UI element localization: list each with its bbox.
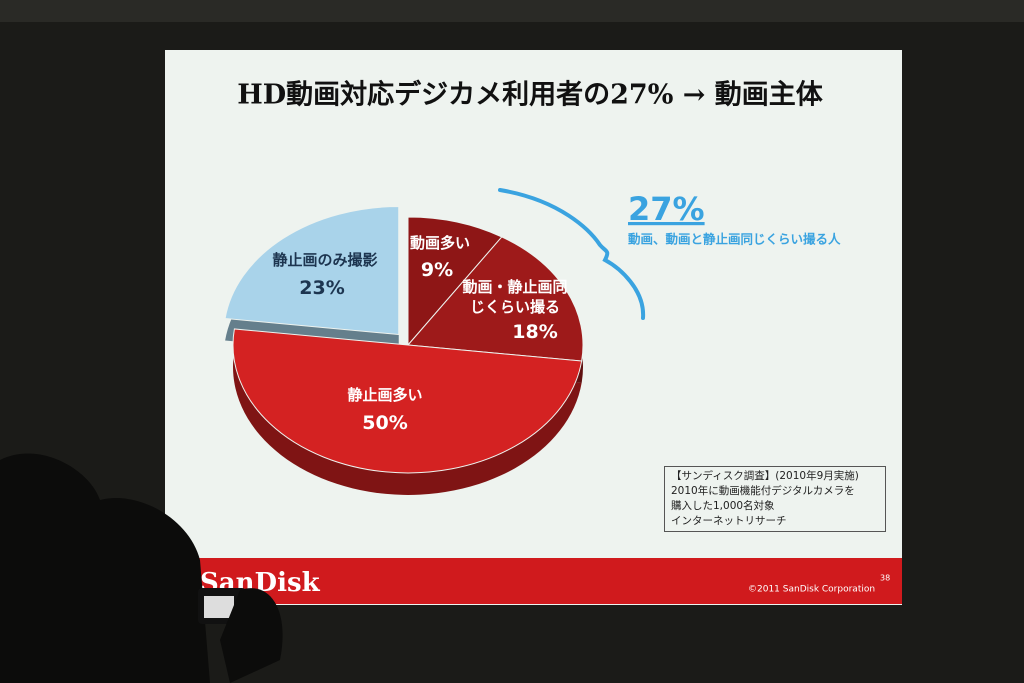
note-line: インターネットリサーチ xyxy=(671,515,787,527)
page-number: 38 xyxy=(880,574,890,583)
slice-value-label: 9% xyxy=(420,259,454,281)
annotation-text: 動画、動画と静止画同じくらい撮る人 xyxy=(628,232,841,247)
footer-band xyxy=(165,558,902,604)
note-line: 【サンディスク調査】(2010年9月実施) xyxy=(671,470,859,482)
slice-value-label: 23% xyxy=(299,277,345,299)
note-box: 【サンディスク調査】(2010年9月実施) 2010年に動画機能付デジタルカメラを… xyxy=(664,466,886,532)
slice xyxy=(406,236,584,362)
annotation-value: 27% xyxy=(628,190,705,228)
note-line: 購入した1,000名対象 xyxy=(671,500,775,512)
slice-label: 動画・静止画同じくらい撮る xyxy=(462,278,568,316)
pie xyxy=(224,205,584,495)
slice-label: 静止画のみ撮影 xyxy=(272,251,378,269)
slice xyxy=(232,328,583,474)
slice xyxy=(224,205,400,336)
slice-value-label: 50% xyxy=(362,412,408,434)
brace xyxy=(498,188,646,320)
slice xyxy=(407,216,503,347)
hand xyxy=(220,588,283,683)
slide-title: HD動画対応デジカメ利用者の27% → 動画主体 xyxy=(237,79,824,111)
camera-screen xyxy=(204,596,234,618)
slice-value-label: 18% xyxy=(512,321,558,343)
slice-label: 動画多い xyxy=(409,234,471,252)
slice-label: 静止画多い xyxy=(347,386,423,404)
audience xyxy=(0,453,210,683)
copyright: ©2011 SanDisk Corporation xyxy=(748,585,875,595)
note-line: 2010年に動画機能付デジタルカメラを xyxy=(671,485,855,497)
ceiling xyxy=(0,0,1024,22)
